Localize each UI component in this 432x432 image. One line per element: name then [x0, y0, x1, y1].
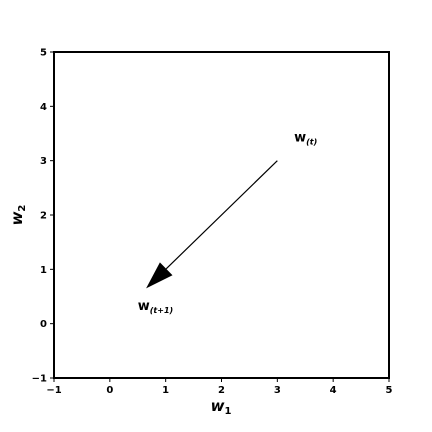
- x-tick-label: 5: [386, 385, 393, 396]
- x-tick-label: 4: [330, 385, 337, 396]
- x-tick-label: 1: [162, 385, 169, 396]
- y-tick-label: −1: [32, 374, 47, 385]
- y-tick-label: 1: [40, 265, 47, 276]
- x-tick-label: 2: [218, 385, 225, 396]
- y-axis-label: w2: [8, 205, 28, 226]
- arrow-shaft: [165, 160, 278, 270]
- x-tick-label: 0: [106, 385, 113, 396]
- y-tick-label: 4: [40, 102, 47, 113]
- x-axis-ticks: −1 0 1 2 3 4 5: [46, 378, 393, 396]
- y-tick-label: 2: [40, 211, 47, 222]
- x-tick-label: 3: [274, 385, 281, 396]
- x-tick-label: −1: [46, 385, 61, 396]
- y-tick-label: 5: [40, 48, 47, 59]
- y-axis-ticks: −1 0 1 2 3 4 5: [32, 48, 54, 385]
- y-tick-label: 0: [40, 319, 47, 330]
- annotations: w(t) w(t+1): [138, 131, 317, 315]
- y-tick-label: 3: [40, 156, 47, 167]
- arrow-head: [146, 262, 173, 289]
- update-arrow: [146, 160, 278, 289]
- weight-label: w(t): [294, 131, 317, 147]
- weight-label: w(t+1): [138, 299, 173, 315]
- x-axis-label: w1: [211, 397, 232, 417]
